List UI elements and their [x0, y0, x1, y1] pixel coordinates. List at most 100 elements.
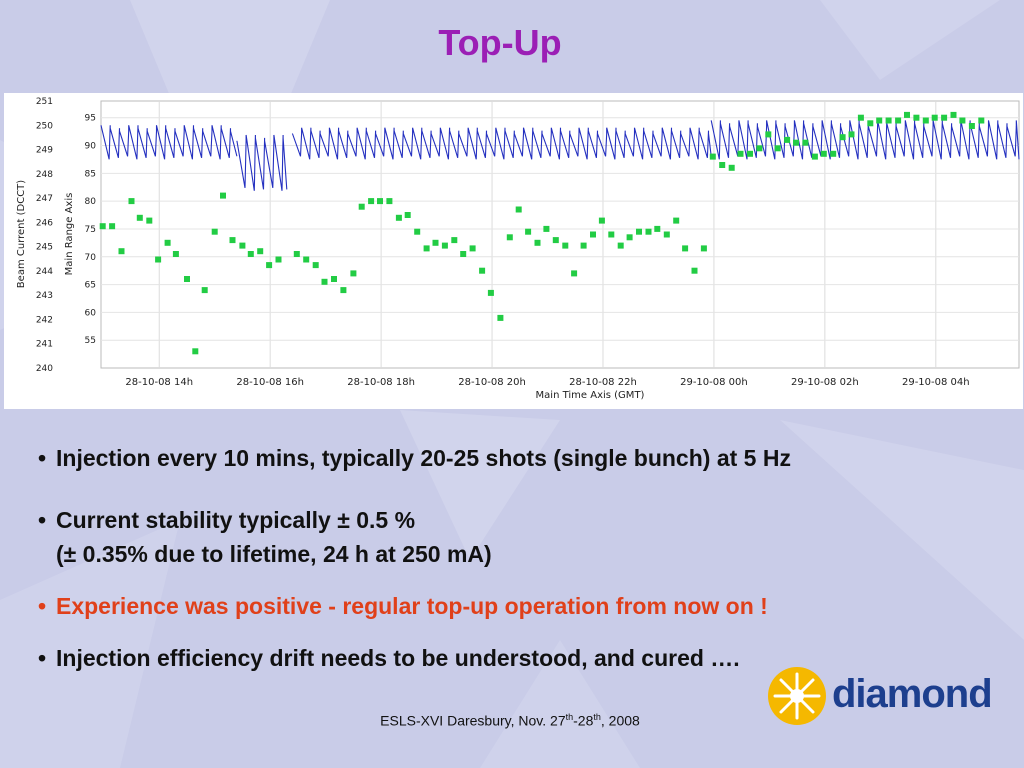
efficiency-point	[312, 262, 319, 269]
left-axis-title: Beam Current (DCCT)	[16, 180, 27, 288]
right-tick-label: 65	[85, 281, 96, 291]
efficiency-point	[922, 117, 929, 124]
right-tick-label: 80	[85, 197, 97, 207]
efficiency-point	[368, 198, 375, 205]
x-tick-label: 29-10-08 02h	[791, 377, 859, 388]
efficiency-point	[441, 242, 448, 249]
efficiency-point	[848, 131, 855, 138]
efficiency-point	[275, 256, 282, 263]
efficiency-point	[146, 217, 153, 224]
efficiency-point	[525, 228, 532, 235]
efficiency-point	[700, 245, 707, 252]
footer-part: , 2008	[600, 712, 640, 729]
efficiency-point	[247, 251, 254, 257]
left-tick-label: 242	[36, 315, 53, 325]
efficiency-point	[885, 117, 892, 124]
footer-sup: th	[593, 712, 601, 722]
efficiency-point	[941, 114, 948, 121]
right-tick-label: 75	[85, 225, 96, 235]
efficiency-point	[358, 203, 365, 210]
efficiency-point	[534, 239, 541, 246]
right-tick-label: 70	[85, 253, 97, 263]
efficiency-point	[395, 214, 402, 221]
diamond-logo: diamond	[764, 664, 993, 728]
efficiency-point	[626, 234, 633, 241]
efficiency-point	[321, 278, 328, 285]
efficiency-point	[350, 270, 357, 277]
x-tick-label: 28-10-08 20h	[458, 377, 526, 388]
logo-text: diamond	[832, 672, 993, 716]
efficiency-point	[820, 150, 827, 157]
efficiency-point	[950, 111, 957, 118]
beam-current-line	[100, 120, 1020, 191]
efficiency-point	[136, 214, 143, 221]
footer-part: -28	[573, 712, 594, 729]
efficiency-point	[340, 287, 347, 294]
efficiency-point	[793, 139, 799, 146]
efficiency-point	[155, 256, 162, 263]
efficiency-point	[192, 348, 199, 355]
efficiency-point	[598, 217, 605, 224]
bullet-text: Experience was positive - regular top-up…	[56, 593, 768, 619]
efficiency-point	[709, 153, 716, 160]
efficiency-point	[229, 237, 236, 244]
efficiency-point	[239, 242, 246, 249]
right-tick-label: 90	[85, 142, 97, 152]
efficiency-point	[201, 287, 208, 294]
efficiency-point	[895, 117, 902, 124]
efficiency-point	[460, 251, 467, 257]
efficiency-point	[377, 198, 383, 205]
footer-sup: th	[565, 712, 574, 722]
footer-text: ESLS-XVI Daresbury, Nov. 27th-28th, 2008	[300, 712, 720, 729]
efficiency-point	[737, 150, 744, 157]
efficiency-point	[469, 245, 476, 252]
efficiency-point	[978, 117, 985, 124]
efficiency-point	[682, 245, 689, 252]
efficiency-point	[959, 117, 966, 124]
efficiency-point	[867, 120, 874, 127]
sun-icon	[768, 667, 826, 725]
left-tick-label: 243	[36, 291, 53, 301]
slide-title: Top-Up	[438, 22, 562, 63]
efficiency-point	[479, 267, 486, 274]
efficiency-point	[756, 145, 763, 152]
efficiency-point	[728, 164, 735, 171]
efficiency-point	[164, 239, 171, 246]
efficiency-point	[931, 114, 938, 121]
efficiency-point	[590, 231, 596, 238]
left-tick-label: 249	[36, 146, 53, 156]
bullet-text: (± 0.35% due to lifetime, 24 h at 250 mA…	[56, 541, 492, 567]
efficiency-point	[968, 123, 975, 129]
efficiency-point	[184, 276, 190, 282]
efficiency-point	[386, 198, 393, 205]
efficiency-point	[673, 217, 680, 224]
efficiency-point	[654, 225, 661, 232]
x-tick-label: 28-10-08 16h	[236, 377, 304, 388]
efficiency-point	[663, 231, 670, 238]
efficiency-point	[691, 267, 698, 274]
right-axis-title: Main Range Axis	[64, 193, 75, 276]
efficiency-point	[414, 228, 421, 235]
left-tick-label: 245	[36, 243, 53, 253]
right-tick-label: 60	[85, 308, 97, 318]
efficiency-point	[404, 212, 411, 218]
efficiency-point	[580, 242, 587, 249]
bullet-text: Injection efficiency drift needs to be u…	[56, 645, 740, 671]
efficiency-point	[719, 162, 726, 168]
efficiency-point	[257, 248, 264, 255]
x-tick-label: 28-10-08 14h	[125, 377, 193, 388]
efficiency-point	[331, 276, 337, 282]
efficiency-point	[293, 251, 300, 257]
efficiency-point	[118, 248, 125, 255]
efficiency-point	[497, 314, 504, 321]
efficiency-point	[99, 223, 106, 230]
efficiency-point	[303, 256, 310, 263]
efficiency-point	[506, 234, 513, 241]
efficiency-point	[913, 114, 920, 121]
bullet-text: Current stability typically ± 0.5 %	[56, 507, 416, 533]
efficiency-point	[747, 150, 753, 157]
efficiency-point	[904, 111, 910, 118]
efficiency-point	[266, 262, 273, 269]
efficiency-point	[839, 134, 846, 141]
left-tick-label: 246	[36, 218, 53, 228]
